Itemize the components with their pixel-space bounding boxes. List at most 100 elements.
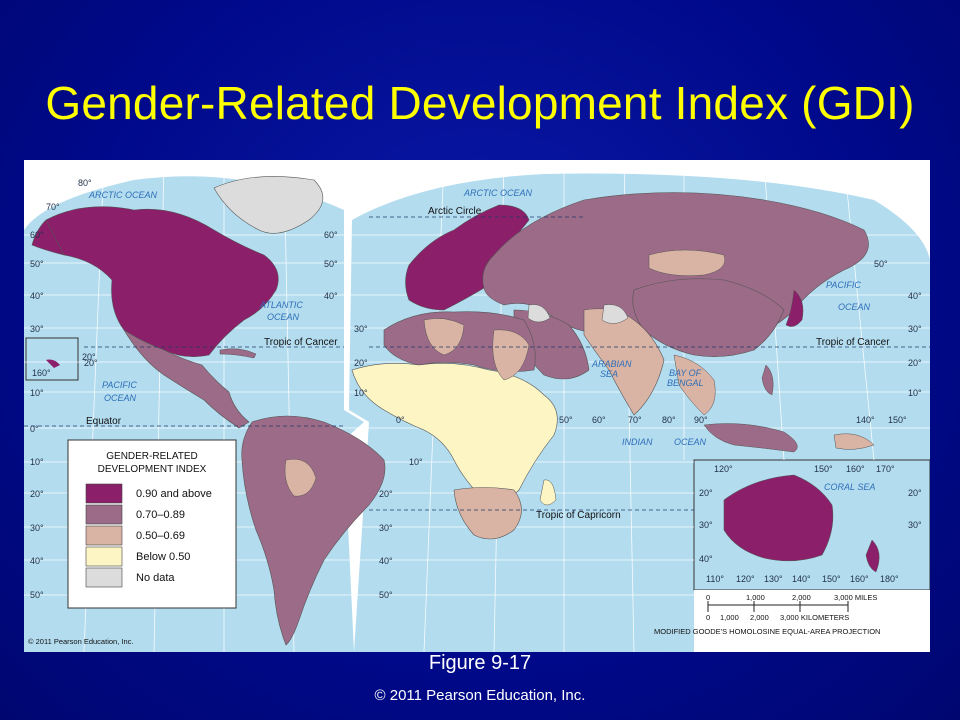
ocean-label: BAY OF	[669, 368, 702, 378]
svg-text:50°: 50°	[324, 259, 338, 269]
svg-text:50°: 50°	[559, 415, 573, 425]
svg-text:140°: 140°	[856, 415, 875, 425]
svg-text:0: 0	[706, 593, 710, 602]
ocean-label: ARABIAN	[591, 359, 632, 369]
svg-text:40°: 40°	[30, 556, 44, 566]
svg-text:2,000: 2,000	[750, 613, 769, 622]
svg-text:110°: 110°	[706, 574, 724, 584]
legend-label: Below 0.50	[136, 551, 190, 563]
svg-text:90°: 90°	[694, 415, 708, 425]
scale-bar: 0 1,000 2,000 3,000 MILES 0 1,000 2,000 …	[706, 593, 877, 622]
svg-text:150°: 150°	[822, 574, 841, 584]
svg-text:30°: 30°	[379, 523, 393, 533]
svg-text:50°: 50°	[379, 590, 393, 600]
svg-text:30°: 30°	[699, 520, 713, 530]
latitude-labels-right: 50° 40° 30° 20° 10°	[874, 259, 922, 398]
arctic-circle-label: Arctic Circle	[428, 206, 482, 217]
svg-text:10°: 10°	[30, 388, 44, 398]
svg-text:20°: 20°	[30, 489, 44, 499]
tropic-cancer-label: Tropic of Cancer	[264, 337, 338, 348]
south-america	[241, 415, 386, 646]
svg-text:2,000: 2,000	[792, 593, 811, 602]
svg-text:170°: 170°	[876, 464, 895, 474]
svg-text:80°: 80°	[662, 415, 676, 425]
svg-text:160°: 160°	[32, 368, 51, 378]
svg-text:150°: 150°	[814, 464, 833, 474]
longitude-labels-mid: 0° 50° 60° 70° 80° 90° 140° 150°	[396, 415, 907, 425]
latitude-labels-mid: 60° 50° 40° 30° 20° 10° 10° 20° 30° 40° …	[324, 230, 423, 600]
svg-text:3,000 MILES: 3,000 MILES	[834, 593, 877, 602]
svg-text:60°: 60°	[592, 415, 606, 425]
legend-title: DEVELOPMENT INDEX	[98, 464, 207, 475]
ocean-label: OCEAN	[674, 437, 707, 447]
legend-label: 0.70–0.89	[136, 509, 185, 521]
slide-title: Gender-Related Development Index (GDI)	[45, 77, 915, 129]
legend-swatch	[85, 525, 123, 546]
new-zealand	[865, 539, 880, 573]
greenland	[213, 176, 324, 234]
svg-text:150°: 150°	[888, 415, 907, 425]
tropic-capricorn-label: Tropic of Capricorn	[536, 510, 621, 521]
hawaii-inset	[25, 337, 79, 381]
svg-text:30°: 30°	[908, 324, 922, 334]
svg-text:20°: 20°	[908, 488, 922, 498]
ocean-label: CORAL SEA	[824, 482, 875, 492]
tropic-cancer-label: Tropic of Cancer	[816, 337, 890, 348]
svg-text:40°: 40°	[379, 556, 393, 566]
svg-text:10°: 10°	[908, 388, 922, 398]
ocean-label: ARCTIC OCEAN	[88, 190, 158, 200]
svg-text:160°: 160°	[850, 574, 869, 584]
svg-text:20°: 20°	[908, 358, 922, 368]
svg-text:80°: 80°	[78, 178, 92, 188]
svg-text:20°: 20°	[699, 488, 713, 498]
ocean-label: ARCTIC OCEAN	[463, 188, 533, 198]
svg-text:30°: 30°	[30, 523, 44, 533]
ocean-label: BENGAL	[667, 378, 704, 388]
ocean-label: OCEAN	[267, 312, 300, 322]
mexico-central-america	[123, 329, 250, 429]
ocean-label: OCEAN	[838, 302, 871, 312]
svg-text:1,000: 1,000	[746, 593, 765, 602]
svg-text:1,000: 1,000	[720, 613, 739, 622]
north-america-high	[45, 206, 279, 357]
subsaharan-africa	[351, 363, 558, 502]
legend-swatch	[85, 546, 123, 567]
japan	[785, 289, 804, 327]
svg-text:10°: 10°	[354, 388, 368, 398]
svg-text:120°: 120°	[736, 574, 755, 584]
svg-text:60°: 60°	[30, 230, 44, 240]
ocean-label: ATLANTIC	[259, 300, 303, 310]
svg-text:20°: 20°	[84, 358, 98, 368]
svg-text:0°: 0°	[30, 424, 39, 434]
svg-text:30°: 30°	[30, 324, 44, 334]
ocean-label: PACIFIC	[826, 280, 861, 290]
latitude-labels-left: 80° 70° 60° 50° 40° 30° 20° 10° 0° 10° 2…	[30, 178, 98, 600]
svg-text:50°: 50°	[874, 259, 888, 269]
ocean-label: OCEAN	[104, 393, 137, 403]
legend-label: 0.90 and above	[136, 488, 212, 500]
inset-labels: 120° 150° 160° 170° 110° 120° 130° 140° …	[32, 352, 922, 584]
svg-text:0: 0	[706, 613, 710, 622]
inner-credit: © 2011 Pearson Education, Inc.	[28, 637, 133, 646]
svg-text:20°: 20°	[379, 489, 393, 499]
australia	[723, 474, 834, 562]
legend-swatch	[85, 567, 123, 588]
ocean-label: INDIAN	[622, 437, 653, 447]
svg-text:40°: 40°	[699, 554, 713, 564]
svg-text:50°: 50°	[30, 590, 44, 600]
ocean-label: SEA	[600, 369, 618, 379]
ocean-label: PACIFIC	[102, 380, 137, 390]
svg-text:160°: 160°	[846, 464, 865, 474]
svg-text:180°: 180°	[880, 574, 899, 584]
svg-text:3,000 KILOMETERS: 3,000 KILOMETERS	[780, 613, 849, 622]
svg-text:10°: 10°	[409, 457, 423, 467]
svg-text:60°: 60°	[324, 230, 338, 240]
legend-label: No data	[136, 572, 175, 584]
svg-text:50°: 50°	[30, 259, 44, 269]
figure-caption: Figure 9-17	[428, 652, 532, 674]
svg-text:140°: 140°	[792, 574, 811, 584]
legend-swatch	[85, 483, 123, 504]
svg-text:20°: 20°	[354, 358, 368, 368]
svg-text:30°: 30°	[908, 520, 922, 530]
svg-text:10°: 10°	[30, 457, 44, 467]
